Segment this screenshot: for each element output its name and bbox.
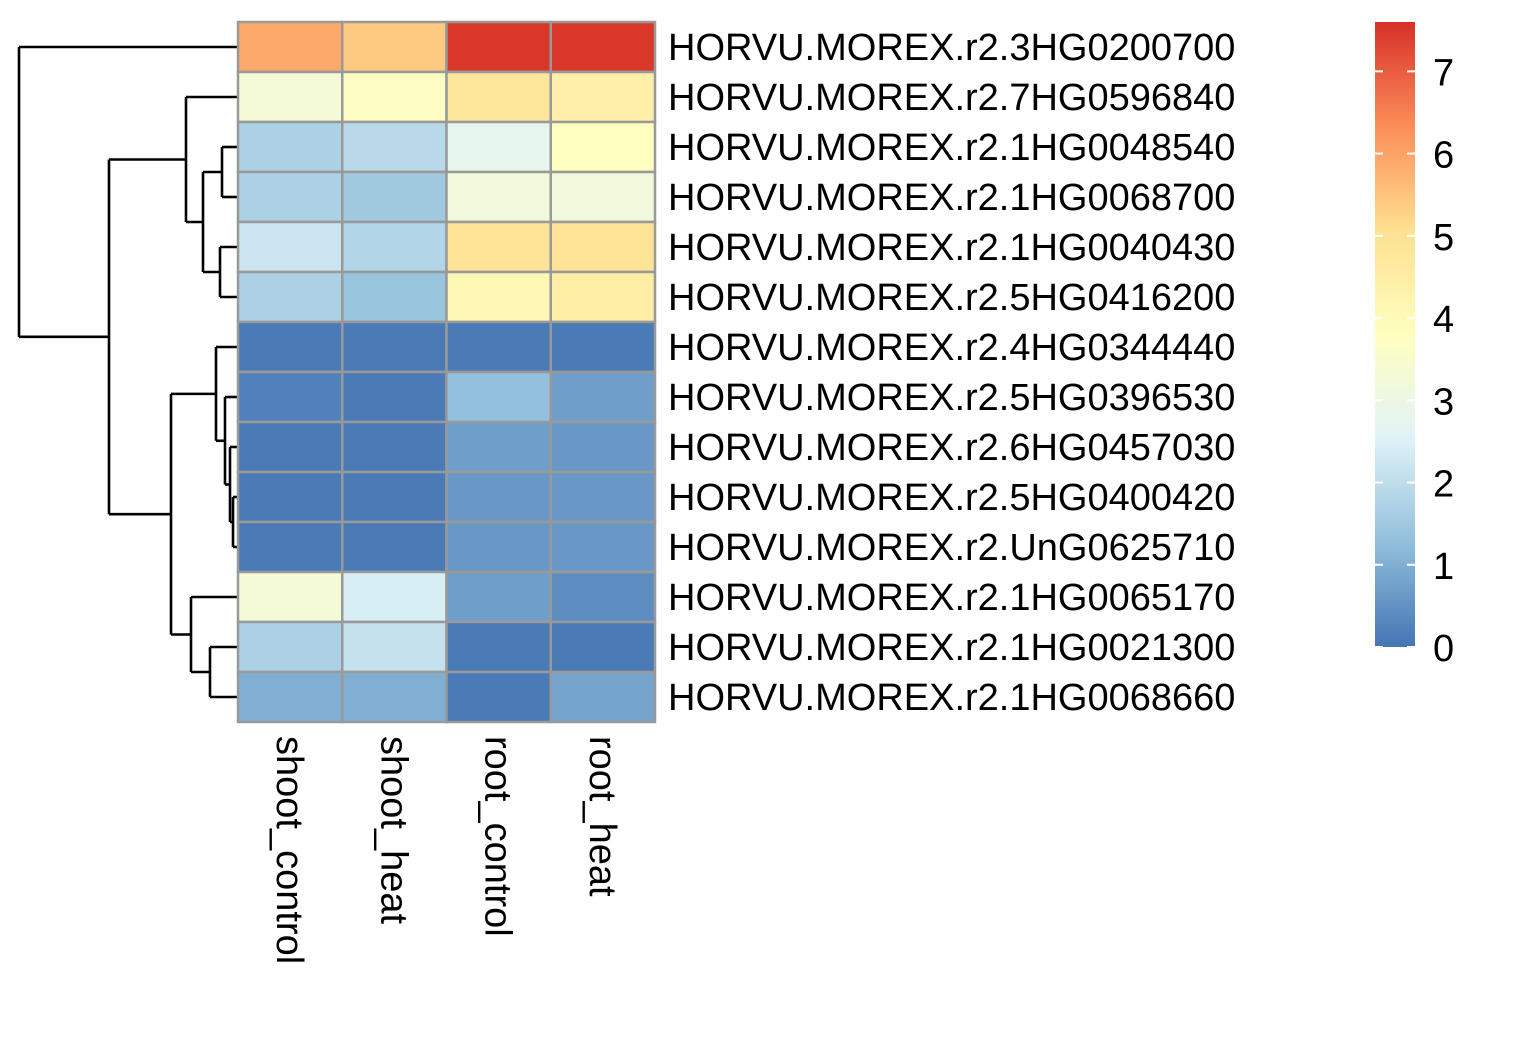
heatmap-cell-r11-c0 bbox=[236, 570, 344, 624]
color-legend: 0 1 2 3 4 5 6 7 bbox=[1375, 22, 1454, 670]
row-label: HORVU.MOREX.r2.6HG0457030 bbox=[668, 427, 1235, 469]
legend-tick-label: 7 bbox=[1433, 52, 1454, 94]
heatmap-cell-r1-c0 bbox=[236, 70, 344, 124]
heatmap-cell-r7-c1 bbox=[341, 370, 448, 424]
legend-tick-label: 4 bbox=[1433, 299, 1454, 341]
heatmap-cell-r2-c1 bbox=[341, 120, 448, 174]
heatmap-cell-r9-c2 bbox=[445, 470, 552, 524]
row-label: HORVU.MOREX.r2.1HG0068660 bbox=[668, 677, 1235, 719]
heatmap-cell-r0-c3 bbox=[549, 20, 657, 74]
column-labels: shoot_control shoot_heat root_control root_… bbox=[268, 736, 623, 964]
heatmap-cell-r10-c3 bbox=[549, 520, 657, 574]
row-label: HORVU.MOREX.r2.1HG0040430 bbox=[668, 227, 1235, 269]
heatmap-cell-r1-c1 bbox=[341, 70, 448, 124]
legend-tick-label: 0 bbox=[1433, 628, 1454, 670]
heatmap-cell-r12-c3 bbox=[549, 620, 657, 674]
heatmap-cell-r11-c1 bbox=[341, 570, 448, 624]
heatmap-cell-r8-c3 bbox=[549, 420, 657, 474]
heatmap-cell-r0-c1 bbox=[341, 20, 448, 74]
row-labels: HORVU.MOREX.r2.3HG0200700 HORVU.MOREX.r2.… bbox=[668, 27, 1235, 719]
heatmap-cell-r9-c3 bbox=[549, 470, 657, 524]
heatmap-cell-r2-c2 bbox=[445, 120, 552, 174]
heatmap-cell-r13-c3 bbox=[549, 670, 657, 724]
legend-tick-label: 1 bbox=[1433, 546, 1454, 588]
legend-tick-label: 2 bbox=[1433, 464, 1454, 506]
heatmap-cell-r8-c2 bbox=[445, 420, 552, 474]
heatmap-cell-r12-c1 bbox=[341, 620, 448, 674]
heatmap-cell-r2-c0 bbox=[236, 120, 344, 174]
heatmap-cell-r4-c1 bbox=[341, 220, 448, 274]
heatmap-cell-r10-c2 bbox=[445, 520, 552, 574]
heatmap-cell-r6-c0 bbox=[236, 320, 344, 374]
heatmap-cell-r3-c1 bbox=[341, 170, 448, 224]
heatmap-cell-r1-c3 bbox=[549, 70, 657, 124]
heatmap-cell-r4-c3 bbox=[549, 220, 657, 274]
heatmap-cell-r12-c2 bbox=[445, 620, 552, 674]
row-label: HORVU.MOREX.r2.1HG0048540 bbox=[668, 127, 1235, 169]
row-label: HORVU.MOREX.r2.5HG0400420 bbox=[668, 477, 1235, 519]
heatmap-cell-r12-c0 bbox=[236, 620, 344, 674]
row-label: HORVU.MOREX.r2.5HG0416200 bbox=[668, 277, 1235, 319]
heatmap-cell-r10-c0 bbox=[236, 520, 344, 574]
heatmap-cell-r11-c2 bbox=[445, 570, 552, 624]
row-label: HORVU.MOREX.r2.1HG0021300 bbox=[668, 627, 1235, 669]
heatmap-cell-r3-c0 bbox=[236, 170, 344, 224]
heatmap-cell-r3-c3 bbox=[549, 170, 657, 224]
column-label: shoot_control bbox=[268, 736, 310, 964]
heatmap-cell-r7-c2 bbox=[445, 370, 552, 424]
heatmap-cell-r6-c1 bbox=[341, 320, 448, 374]
heatmap-cell-r10-c1 bbox=[341, 520, 448, 574]
legend-tick-label: 5 bbox=[1433, 217, 1454, 259]
legend-tick-label: 6 bbox=[1433, 135, 1454, 177]
heatmap-cell-r6-c3 bbox=[549, 320, 657, 374]
heatmap-cell-r8-c0 bbox=[236, 420, 344, 474]
heatmap-cell-r5-c3 bbox=[549, 270, 657, 324]
row-label: HORVU.MOREX.r2.1HG0068700 bbox=[668, 177, 1235, 219]
heatmap-cell-r8-c1 bbox=[341, 420, 448, 474]
heatmap-cell-r9-c0 bbox=[236, 470, 344, 524]
heatmap-cell-r0-c0 bbox=[236, 20, 344, 74]
row-label: HORVU.MOREX.r2.3HG0200700 bbox=[668, 27, 1235, 69]
legend-colorbar bbox=[1375, 22, 1415, 647]
heatmap-cell-r13-c2 bbox=[445, 670, 552, 724]
heatmap-cell-r13-c1 bbox=[341, 670, 448, 724]
heatmap-cell-r1-c2 bbox=[445, 70, 552, 124]
heatmap-cell-r4-c0 bbox=[236, 220, 344, 274]
heatmap-cell-r7-c3 bbox=[549, 370, 657, 424]
column-label: root_heat bbox=[581, 736, 623, 897]
heatmap-cell-r3-c2 bbox=[445, 170, 552, 224]
heatmap-cell-r6-c2 bbox=[445, 320, 552, 374]
heatmap-cell-r4-c2 bbox=[445, 220, 552, 274]
heatmap-cell-r5-c0 bbox=[236, 270, 344, 324]
row-label: HORVU.MOREX.r2.7HG0596840 bbox=[668, 77, 1235, 119]
heatmap-cell-r11-c3 bbox=[549, 570, 657, 624]
row-dendrogram bbox=[17, 45, 238, 699]
row-label: HORVU.MOREX.r2.UnG0625710 bbox=[668, 527, 1235, 569]
heatmap-cell-r9-c1 bbox=[341, 470, 448, 524]
row-label: HORVU.MOREX.r2.1HG0065170 bbox=[668, 577, 1235, 619]
heatmap-cell-r7-c0 bbox=[236, 370, 344, 424]
legend-tick-label: 3 bbox=[1433, 381, 1454, 423]
heatmap-cell-r5-c2 bbox=[445, 270, 552, 324]
column-label: shoot_heat bbox=[372, 736, 414, 924]
row-label: HORVU.MOREX.r2.4HG0344440 bbox=[668, 327, 1235, 369]
row-label: HORVU.MOREX.r2.5HG0396530 bbox=[668, 377, 1235, 419]
heatmap-cell-r13-c0 bbox=[236, 670, 344, 724]
column-label: root_control bbox=[477, 736, 519, 937]
heatmap-cell-r2-c3 bbox=[549, 120, 657, 174]
heatmap-cells bbox=[236, 20, 657, 724]
heatmap-cell-r5-c1 bbox=[341, 270, 448, 324]
heatmap-cell-r0-c2 bbox=[445, 20, 552, 74]
